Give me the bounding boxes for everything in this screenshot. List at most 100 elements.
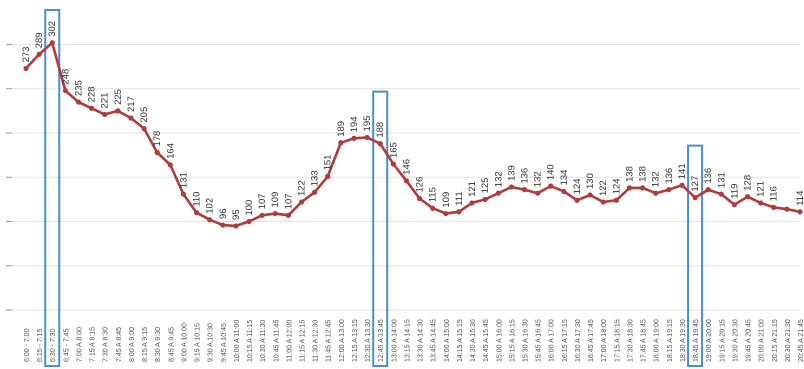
data-point xyxy=(600,199,606,205)
data-point xyxy=(653,190,659,196)
data-label: 188 xyxy=(375,122,386,138)
data-label: 126 xyxy=(415,177,426,193)
data-point xyxy=(154,149,160,156)
data-point xyxy=(574,197,580,203)
data-point xyxy=(456,209,462,215)
data-label: 130 xyxy=(585,173,596,189)
data-point xyxy=(246,218,252,225)
data-point xyxy=(377,141,383,147)
data-label: 139 xyxy=(506,165,517,181)
x-tick-label: 19:00 A 20:00 xyxy=(706,319,713,362)
data-label: 217 xyxy=(126,96,137,112)
x-tick-label: 15:15 A 16:15 xyxy=(509,319,516,362)
data-point xyxy=(587,192,593,198)
data-label: 121 xyxy=(756,181,767,197)
data-label: 134 xyxy=(559,170,570,186)
data-label: 132 xyxy=(533,171,544,187)
x-tick-label: 9:00 A 10:00 xyxy=(181,323,188,362)
gridlines xyxy=(12,44,800,311)
data-point xyxy=(36,51,42,57)
x-tick-label: 17:45 A 18:45 xyxy=(641,319,648,362)
highlight-box xyxy=(44,9,61,367)
x-tick-label: 17:30 A 18:30 xyxy=(627,319,634,362)
data-label: 107 xyxy=(257,193,268,209)
x-tick-label: 7:15 A 8:15 xyxy=(90,327,97,362)
data-label: 122 xyxy=(598,180,609,196)
data-point xyxy=(88,105,95,111)
data-label: 140 xyxy=(546,164,557,180)
x-tick-label: 18:30 A 19:30 xyxy=(680,319,687,362)
data-point xyxy=(180,191,187,197)
data-label: 136 xyxy=(703,168,714,184)
data-label: 136 xyxy=(520,168,531,184)
data-label: 132 xyxy=(493,171,504,187)
data-label: 109 xyxy=(441,192,452,208)
x-tick-label: 8:15 A 9:15 xyxy=(142,327,149,362)
data-label: 133 xyxy=(310,170,321,186)
x-tick-label: 19:30 A 20:30 xyxy=(732,319,739,362)
data-point xyxy=(469,200,475,206)
x-tick-label: 12:15 A 13:15 xyxy=(352,319,359,362)
x-tick-label: 17:15 A 18:15 xyxy=(614,319,621,362)
data-label: 164 xyxy=(165,143,176,159)
x-tick-label: 14:15 A 15:15 xyxy=(457,319,464,362)
data-label: 125 xyxy=(480,178,491,194)
data-label: 146 xyxy=(401,159,412,175)
x-tick-label: 9:15 A 10:15 xyxy=(195,323,202,362)
data-point xyxy=(639,185,646,191)
x-tick-label: 20:15 A 21:15 xyxy=(772,319,779,362)
x-tick-label: 13:30 A 14:30 xyxy=(418,319,425,362)
data-label: 109 xyxy=(270,192,281,208)
x-tick-label: 10:45 A 11:45 xyxy=(273,320,280,362)
x-tick-label: 6:15 - 7:15 xyxy=(37,328,44,362)
x-tick-label: 8:45 A 9:45 xyxy=(168,327,175,362)
data-label: 221 xyxy=(100,93,111,109)
x-tick-label: 10:00 A 11:00 xyxy=(234,320,241,362)
x-tick-label: 11:15 A 12:15 xyxy=(299,320,306,362)
x-tick-label: 18:15 A 19:15 xyxy=(667,319,674,362)
x-tick-label: 11:30 A 12:30 xyxy=(313,320,320,362)
data-point xyxy=(325,173,331,179)
data-label: 131 xyxy=(716,172,727,188)
data-point xyxy=(364,134,370,141)
data-point xyxy=(285,212,291,218)
x-tick-label: 6:00 - 7:00 xyxy=(24,328,31,362)
x-tick-label: 13:15 A 14:15 xyxy=(404,319,411,362)
data-label: 138 xyxy=(638,166,649,182)
x-tick-label: 7:30 A 8:30 xyxy=(103,327,110,362)
data-point xyxy=(666,187,672,193)
x-tick-label: 18:45 A 19:45 xyxy=(693,319,700,362)
data-label: 225 xyxy=(113,89,124,105)
data-points xyxy=(23,40,803,229)
data-point xyxy=(167,162,173,168)
x-tick-label: 12:30 A 13:30 xyxy=(365,319,372,362)
data-label: 205 xyxy=(139,107,150,123)
data-point xyxy=(613,197,619,203)
data-label: 96 xyxy=(218,208,229,219)
x-tick-label: 20:30 A 21:30 xyxy=(785,319,792,362)
x-tick-label: 16:15 A 17:15 xyxy=(562,319,569,362)
data-point xyxy=(193,210,200,216)
data-point xyxy=(23,65,29,72)
data-point xyxy=(508,184,514,190)
x-tick-label: 8:30 A 9:30 xyxy=(155,327,162,362)
data-point xyxy=(430,205,436,211)
x-tick-label: 15:30 A 16:30 xyxy=(523,319,530,362)
x-tick-label: 7:00 A 8:00 xyxy=(76,327,83,362)
x-tick-label: 9:30 A 10:30 xyxy=(208,323,215,362)
data-point xyxy=(705,187,711,193)
data-point xyxy=(272,210,278,217)
data-point xyxy=(403,178,410,184)
data-label: 95 xyxy=(231,209,242,220)
data-point xyxy=(731,202,738,208)
data-label: 107 xyxy=(283,193,294,209)
data-label: 228 xyxy=(87,86,98,102)
x-tick-label: 15:00 A 16:00 xyxy=(496,319,503,362)
data-label: 124 xyxy=(611,178,622,194)
data-point xyxy=(233,223,239,229)
x-tick-label: 14:30 A 15:30 xyxy=(470,319,477,362)
data-label: 111 xyxy=(454,191,465,205)
x-tick-label: 11:00 A 12:00 xyxy=(286,320,293,362)
